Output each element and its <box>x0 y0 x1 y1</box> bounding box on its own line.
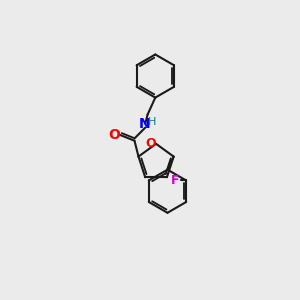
Text: F: F <box>171 174 180 187</box>
Text: H: H <box>148 117 156 127</box>
Text: O: O <box>146 137 156 150</box>
Text: N: N <box>139 117 150 131</box>
Text: O: O <box>109 128 120 142</box>
